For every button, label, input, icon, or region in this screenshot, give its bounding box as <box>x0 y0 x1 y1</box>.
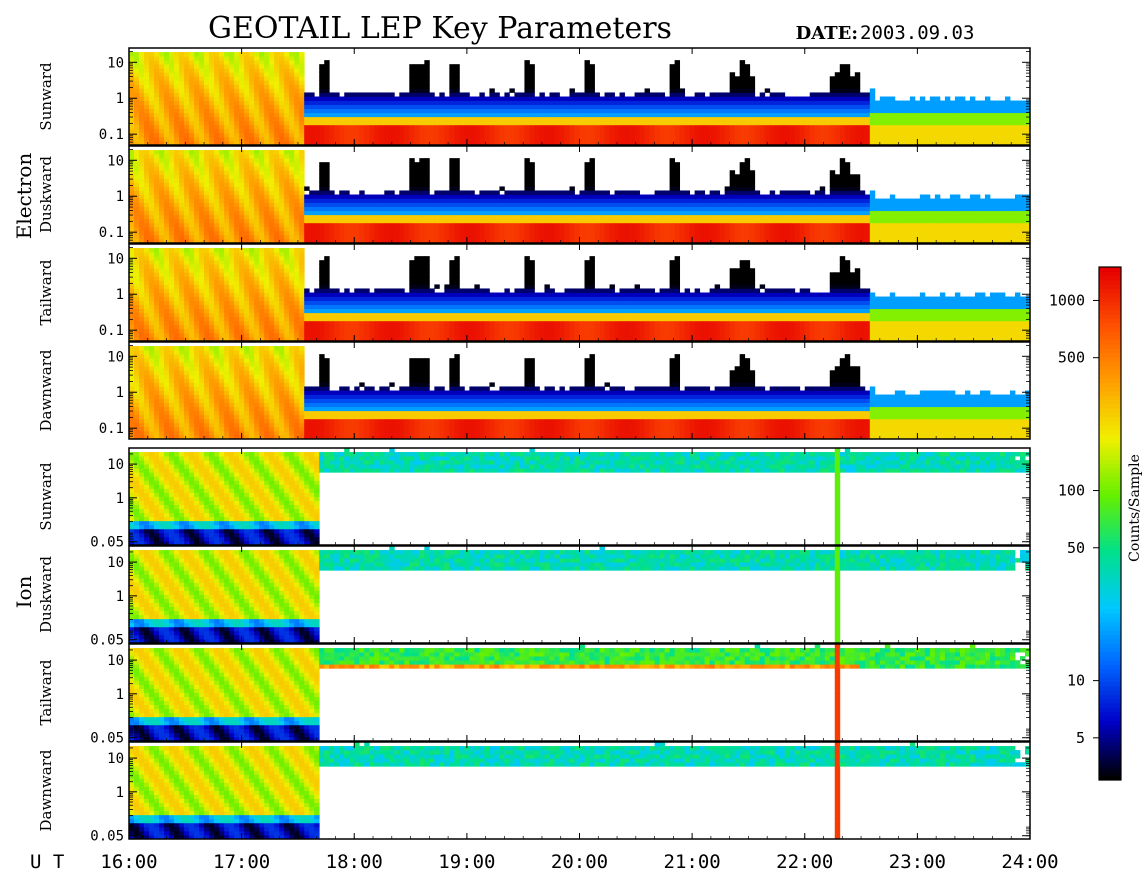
electron-panel-sunward: 10 1 0.1 Sunward <box>37 47 1031 146</box>
y-tick-label: 0.1 <box>99 225 124 241</box>
y-tick-label: 10 <box>107 555 124 571</box>
ion-panel-duskward: 10 1 0.05 Duskward <box>37 545 1031 649</box>
heatmap-cells <box>129 346 1031 440</box>
x-tick-label: 19:00 <box>438 851 495 873</box>
y-tick-label: 1 <box>116 287 124 303</box>
colorbar-tick-label: 50 <box>1067 539 1085 557</box>
x-tick-label: 21:00 <box>664 851 721 873</box>
group-label-ion: Ion <box>12 575 36 608</box>
direction-label: Duskward <box>37 156 55 233</box>
y-tick-label: 0.05 <box>90 829 124 845</box>
direction-label: Tailward <box>37 659 55 725</box>
colorbar-label: Counts/Sample <box>1127 454 1142 562</box>
colorbar-tick-label: 100 <box>1058 482 1085 500</box>
y-tick-label: 10 <box>107 653 124 669</box>
x-tick-label: 22:00 <box>776 851 833 873</box>
x-tick-label: 18:00 <box>326 851 383 873</box>
electron-panel-dawnward: 10 1 0.1 Dawnward <box>37 341 1031 440</box>
heatmap-cells <box>129 644 1031 742</box>
x-tick-label: 23:00 <box>889 851 946 873</box>
y-tick-label: 10 <box>107 751 124 767</box>
colorbar-tick-label: 500 <box>1058 349 1085 367</box>
heatmap-cells <box>129 448 1031 546</box>
y-tick-label: 1 <box>116 785 124 801</box>
heatmap-cells <box>129 248 1031 342</box>
ion-panel-dawnward: 10 1 0.05 Dawnward <box>37 741 1031 845</box>
y-tick-label: 10 <box>107 251 124 267</box>
colorbar-tick-label: 1000 <box>1049 291 1085 309</box>
date-label: DATE: <box>796 23 858 44</box>
y-tick-label: 1 <box>116 189 124 205</box>
heatmap-cells <box>129 742 1031 840</box>
direction-label: Tailward <box>37 259 55 325</box>
x-tick-label: 20:00 <box>551 851 608 873</box>
group-label-electron: Electron <box>12 153 36 240</box>
ion-panel-tailward: 10 1 0.05 Tailward <box>37 643 1031 747</box>
colorbar-tick-label: 5 <box>1076 729 1085 747</box>
y-tick-label: 10 <box>107 349 124 365</box>
y-tick-label: 0.05 <box>90 731 124 747</box>
heatmap-cells <box>129 150 1031 244</box>
y-tick-label: 0.05 <box>90 535 124 551</box>
y-tick-label: 1 <box>116 687 124 703</box>
electron-panel-tailward: 10 1 0.1 Tailward <box>37 243 1031 342</box>
electron-panel-duskward: 10 1 0.1 Duskward <box>37 145 1031 244</box>
y-tick-label: 10 <box>107 457 124 473</box>
x-axis: 16:00 17:00 18:00 19:00 20:00 21:00 22:00 23:00… <box>100 48 1059 873</box>
y-tick-label: 10 <box>107 55 124 71</box>
spectrogram-panels: 10 1 0.1 Sunward 10 1 0.1 Duskward 10 1 0.1 Tailwar… <box>37 47 1031 845</box>
heatmap-cells <box>129 546 1031 644</box>
y-tick-label: 0.1 <box>99 127 124 143</box>
colorbar-tick-label: 10 <box>1067 672 1085 690</box>
direction-label: Sunward <box>37 62 55 131</box>
direction-label: Duskward <box>37 556 55 633</box>
date-value: 2003.09.03 <box>860 22 974 44</box>
y-tick-label: 1 <box>116 589 124 605</box>
x-tick-label: 16:00 <box>100 851 157 873</box>
y-tick-label: 1 <box>116 491 124 507</box>
x-tick-label: 24:00 <box>1001 851 1058 873</box>
y-tick-label: 0.1 <box>99 323 124 339</box>
x-tick-label: 17:00 <box>213 851 270 873</box>
y-tick-label: 1 <box>116 385 124 401</box>
direction-label: Sunward <box>37 462 55 531</box>
direction-label: Dawnward <box>37 349 55 431</box>
y-tick-label: 1 <box>116 91 124 107</box>
direction-label: Dawnward <box>37 749 55 831</box>
y-tick-label: 0.05 <box>90 633 124 649</box>
chart-title: GEOTAIL LEP Key Parameters <box>208 11 672 46</box>
ut-axis-label: U T <box>30 851 64 873</box>
heatmap-cells <box>129 52 1031 146</box>
colorbar: 1000 500 100 50 10 5 <box>1049 266 1122 781</box>
ion-panel-sunward: 10 1 0.05 Sunward <box>37 447 1031 551</box>
y-tick-label: 0.1 <box>99 421 124 437</box>
colorbar-frame <box>1098 266 1122 781</box>
y-tick-label: 10 <box>107 153 124 169</box>
